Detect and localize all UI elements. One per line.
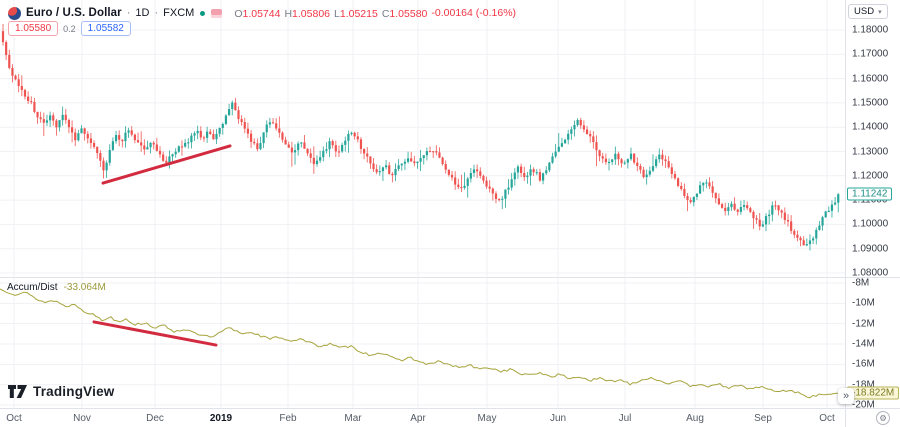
price-tick-label: 1.16000 <box>852 73 889 85</box>
price-tick-label: 1.08000 <box>852 267 889 279</box>
indicator-legend: Accum/Dist -33.064M <box>7 282 106 293</box>
time-scale[interactable]: Oct Nov Dec 2019 Feb Mar Apr May Jun Jul Aug Sep Oct <box>0 409 900 427</box>
tradingview-brand-text: TradingView <box>33 384 115 399</box>
change-value: -0.00164 (-0.16%) <box>431 7 517 19</box>
open-label: O <box>234 8 243 20</box>
ohlc-values: O1.05744 H1.05806 L1.05215 C1.05580 -0.0… <box>234 4 516 22</box>
indicator-tick-label: -16M <box>852 358 875 370</box>
symbol-title: Euro / U.S. Dollar <box>26 7 122 19</box>
indicator-tick-label: -10M <box>852 297 875 309</box>
market-open-status-icon <box>200 10 206 16</box>
time-axis-label: Apr <box>410 413 426 424</box>
time-axis-label: Jun <box>549 413 567 424</box>
chevron-down-icon: ▾ <box>878 8 882 16</box>
separator-dot: · <box>154 7 159 19</box>
interval-label[interactable]: 1D <box>135 7 150 19</box>
indicator-tick-label: -18M <box>852 379 875 391</box>
time-axis-divider <box>0 408 900 409</box>
tradingview-logo[interactable]: TradingView <box>8 384 114 399</box>
indicator-tick-label: -12M <box>852 318 875 330</box>
trendline-drawing-main[interactable] <box>101 144 232 185</box>
delayed-data-icon <box>211 8 223 18</box>
accum-dist-line <box>0 288 844 399</box>
pane-divider[interactable] <box>0 277 900 278</box>
indicator-value: -33.064M <box>63 282 106 293</box>
low-value: 1.05215 <box>339 8 378 20</box>
price-tick-label: 1.17000 <box>852 48 889 60</box>
price-scale[interactable]: 1.18000 1.17000 1.16000 1.15000 1.14000 1.130… <box>846 0 900 411</box>
price-tick-label: 1.12000 <box>852 170 889 182</box>
gear-icon[interactable]: ⚙ <box>876 411 890 425</box>
time-axis-label: Nov <box>73 413 91 424</box>
time-axis-label: 2019 <box>209 413 233 424</box>
time-axis-label: Jul <box>618 413 632 424</box>
time-axis-label: Oct <box>6 413 22 424</box>
currency-dropdown[interactable]: USD ▾ <box>848 4 888 19</box>
separator-dot: · <box>126 7 131 19</box>
time-axis-label: Dec <box>146 413 164 424</box>
time-axis-label: Aug <box>686 413 704 424</box>
go-to-realtime-button[interactable]: » <box>838 388 854 404</box>
close-value: 1.05580 <box>389 8 428 20</box>
high-label: H <box>284 8 293 20</box>
high-value: 1.05806 <box>292 8 331 20</box>
last-price-tag: 1.11242 <box>847 187 893 201</box>
close-label: C <box>381 8 390 20</box>
price-axis-divider <box>845 0 846 427</box>
indicator-name[interactable]: Accum/Dist <box>7 282 58 293</box>
time-axis-label: May <box>477 413 497 424</box>
price-tick-label: 1.13000 <box>852 146 889 157</box>
candlestick-series <box>1 23 840 251</box>
tradingview-mark-icon <box>8 385 27 398</box>
spread-value: 0.2 <box>63 23 76 34</box>
buy-button[interactable]: 1.05582 <box>80 21 131 36</box>
time-axis-label: Oct <box>819 413 835 424</box>
trendline-drawing-indicator[interactable] <box>92 320 218 347</box>
price-tick-label: 1.14000 <box>852 121 889 133</box>
time-axis-label: Mar <box>344 413 362 424</box>
indicator-tick-label: -20M <box>852 399 875 411</box>
indicator-tick-label: -14M <box>852 338 875 350</box>
exchange-label: FXCM <box>163 7 195 19</box>
currency-label: USD <box>854 6 875 17</box>
sell-button[interactable]: 1.05580 <box>8 21 59 36</box>
eurusd-pair-icon <box>8 6 21 20</box>
price-tick-label: 1.15000 <box>852 97 889 109</box>
symbol-button[interactable]: Euro / U.S. Dollar · 1D · FXCM <box>8 6 195 20</box>
time-axis-label: Feb <box>279 413 297 424</box>
bid-ask-row: 1.05580 0.2 1.05582 <box>8 21 131 36</box>
chart-legend: Euro / U.S. Dollar · 1D · FXCM O1.05744 … <box>8 4 516 22</box>
price-tick-label: 1.09000 <box>852 243 889 255</box>
price-tick-label: 1.18000 <box>852 24 889 36</box>
indicator-last-value-tag: -18.822M <box>847 386 900 400</box>
time-axis-label: Sep <box>754 413 772 424</box>
low-label: L <box>334 8 340 20</box>
price-tick-label: 1.10000 <box>852 218 889 230</box>
open-value: 1.05744 <box>242 8 281 20</box>
indicator-tick-label: -8M <box>852 277 870 289</box>
